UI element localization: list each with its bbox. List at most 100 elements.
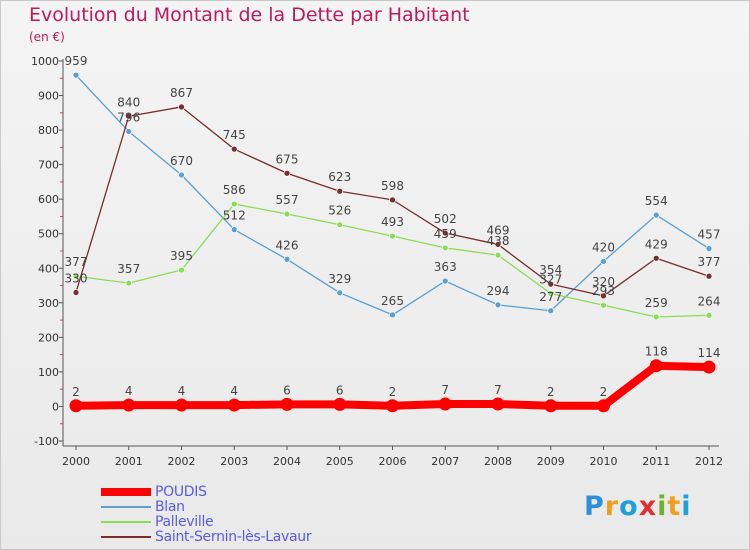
data-point <box>547 290 555 297</box>
y-tick-label: 900 <box>38 90 59 103</box>
data-label: 512 <box>223 209 246 223</box>
data-label: 363 <box>434 260 457 274</box>
data-point <box>69 399 83 413</box>
data-label: 2 <box>72 385 80 399</box>
data-point <box>72 272 80 280</box>
legend-swatch <box>101 536 151 538</box>
data-label: 675 <box>276 152 299 166</box>
data-label: 294 <box>487 284 510 298</box>
data-point <box>230 145 238 153</box>
data-label: 959 <box>65 54 88 68</box>
data-point <box>600 258 607 265</box>
legend-swatch <box>101 506 151 508</box>
data-label: 469 <box>487 223 510 237</box>
data-label: 357 <box>117 262 140 276</box>
data-point <box>649 359 663 373</box>
data-point <box>441 244 449 252</box>
data-point <box>600 301 607 309</box>
y-tick-label: 100 <box>38 366 59 379</box>
legend-item: Palleville <box>101 514 361 530</box>
x-tick-label: 2007 <box>431 455 459 468</box>
legend-label: Saint-Sernin-lès-Lavaur <box>155 529 312 545</box>
data-point <box>283 169 291 177</box>
data-point <box>494 251 502 259</box>
y-tick-label: 300 <box>38 297 59 310</box>
x-tick-label: 2006 <box>379 455 407 468</box>
data-point <box>597 399 610 413</box>
data-point <box>178 171 185 179</box>
data-label: 265 <box>381 294 404 308</box>
legend-label: POUDIS <box>155 484 207 500</box>
data-point <box>547 307 555 315</box>
data-point <box>336 187 344 195</box>
data-label: 502 <box>434 212 457 226</box>
data-point <box>389 196 396 204</box>
x-tick-label: 2003 <box>220 455 248 468</box>
data-point <box>494 241 502 248</box>
data-point <box>652 211 660 219</box>
data-label: 623 <box>328 170 351 184</box>
y-axis-unit-label: (en €) <box>29 30 65 44</box>
data-label: 840 <box>117 95 140 109</box>
x-tick-label: 2000 <box>62 455 90 468</box>
data-point <box>227 398 241 412</box>
data-label: 459 <box>434 227 457 241</box>
data-point <box>389 311 396 319</box>
data-point <box>547 280 555 288</box>
data-point <box>652 313 660 321</box>
data-point <box>544 399 558 413</box>
data-label: 293 <box>592 284 615 298</box>
y-tick-label: 500 <box>38 228 59 241</box>
data-label: 118 <box>645 345 668 359</box>
data-point <box>230 200 238 208</box>
data-label: 4 <box>178 384 186 398</box>
legend-item: Saint-Sernin-lès-Lavaur <box>101 529 361 545</box>
x-tick-label: 2001 <box>115 455 143 468</box>
x-tick-label: 2012 <box>695 455 723 468</box>
data-label: 6 <box>283 383 291 397</box>
proxiti-logo: Proxiti <box>584 491 692 522</box>
data-point <box>600 292 607 300</box>
y-tick-label: 400 <box>38 262 59 275</box>
data-label: 259 <box>645 296 668 310</box>
data-point <box>125 279 133 287</box>
data-point <box>178 266 185 274</box>
data-point <box>125 112 133 120</box>
data-point <box>441 277 449 285</box>
x-tick-label: 2005 <box>326 455 354 468</box>
data-label: 277 <box>539 290 562 304</box>
x-tick-label: 2004 <box>273 455 301 468</box>
data-label: 395 <box>170 249 193 263</box>
legend-swatch <box>101 488 151 496</box>
legend-swatch <box>101 521 151 523</box>
data-point <box>336 221 344 229</box>
data-label: 4 <box>230 384 238 398</box>
data-label: 670 <box>170 154 193 168</box>
x-tick-label: 2010 <box>590 455 618 468</box>
data-label: 586 <box>223 183 246 197</box>
data-label: 2 <box>389 385 397 399</box>
data-point <box>175 398 188 412</box>
data-point <box>491 397 505 411</box>
data-point <box>705 311 713 319</box>
data-point <box>705 272 713 280</box>
data-label: 377 <box>65 255 88 269</box>
legend-item: Blan <box>101 499 361 515</box>
data-point <box>494 301 502 309</box>
y-tick-label: 800 <box>38 124 59 137</box>
data-point <box>280 397 294 411</box>
data-label: 2 <box>600 385 608 399</box>
data-label: 2 <box>547 385 555 399</box>
y-tick-label: -100 <box>34 435 59 448</box>
data-point <box>283 255 291 263</box>
data-point <box>178 103 185 111</box>
data-label: 867 <box>170 86 193 100</box>
data-label: 438 <box>487 234 510 248</box>
data-point <box>336 289 344 297</box>
data-point <box>333 397 347 411</box>
y-tick-label: 200 <box>38 331 59 344</box>
data-label: 457 <box>698 228 721 242</box>
data-point <box>283 210 291 218</box>
data-point <box>702 360 716 374</box>
